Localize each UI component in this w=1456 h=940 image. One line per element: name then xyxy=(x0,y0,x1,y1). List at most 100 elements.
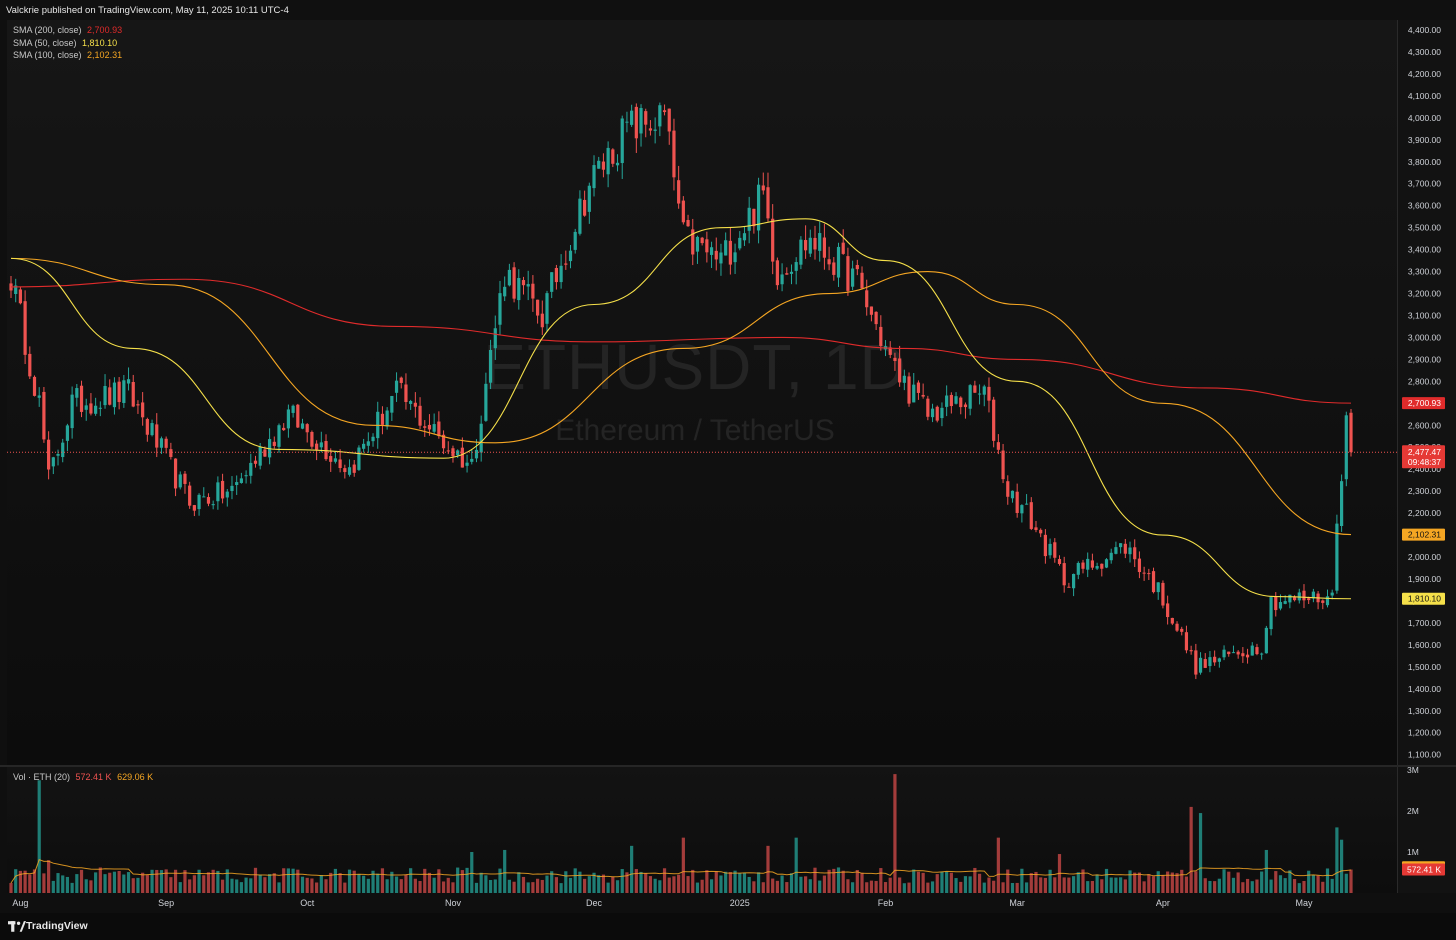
sma-lines xyxy=(10,218,1352,600)
volume-bar xyxy=(982,882,986,893)
candle-body xyxy=(945,395,949,407)
candle-body xyxy=(220,480,225,499)
candle-body xyxy=(587,185,591,212)
volume-bar xyxy=(1231,877,1236,893)
volume-bar xyxy=(1076,872,1080,893)
volume-bar xyxy=(1283,878,1287,893)
candle-body xyxy=(1297,592,1301,601)
volume-bar xyxy=(296,869,300,893)
volume-bar xyxy=(1039,877,1043,893)
candle-body xyxy=(738,237,742,249)
volume-bar xyxy=(446,877,450,893)
volume-bar xyxy=(803,876,808,893)
volume-bar xyxy=(898,877,902,893)
volume-bar xyxy=(202,875,206,893)
pane-separator[interactable] xyxy=(0,765,1456,767)
tradingview-logo-icon[interactable] xyxy=(8,921,26,933)
candle-body xyxy=(771,218,775,262)
volume-bar xyxy=(865,882,869,893)
time-axis[interactable] xyxy=(0,893,1397,913)
candle-body xyxy=(277,425,281,447)
price-tick-label: 4,400.00 xyxy=(1408,25,1441,35)
candle-body xyxy=(535,299,540,316)
volume-bar xyxy=(319,875,323,893)
volume-bar xyxy=(564,871,568,893)
volume-bar xyxy=(136,877,140,893)
candle-body xyxy=(1119,543,1123,548)
watermark-description: Ethereum / TetherUS xyxy=(555,414,835,447)
candle-body xyxy=(785,273,789,275)
price-pane[interactable] xyxy=(7,20,1397,765)
price-badges: 2,700.93 2,102.31 1,810.10 2,477.4709:48:37… xyxy=(1402,397,1445,876)
volume-bar xyxy=(112,871,117,893)
legend-volume-label: Vol · ETH (20) xyxy=(13,772,71,782)
candle-body xyxy=(916,382,921,393)
candle-body xyxy=(1081,562,1085,569)
volume-bar xyxy=(1170,872,1174,893)
volume-bar xyxy=(1043,877,1047,893)
candle-body xyxy=(662,110,667,113)
price-tick-label: 1,300.00 xyxy=(1408,706,1441,716)
volume-bar xyxy=(648,876,653,893)
volume-bar xyxy=(385,879,389,893)
candle-body xyxy=(907,376,911,404)
volume-bar xyxy=(615,880,620,893)
badge-last-price: 2,477.47 xyxy=(1408,447,1441,457)
volume-bar xyxy=(1151,876,1156,893)
volume-bar xyxy=(1137,872,1142,893)
volume-bar xyxy=(1180,869,1184,893)
candle-body xyxy=(1189,650,1193,652)
volume-bar xyxy=(28,874,32,893)
badge-sma100-bg xyxy=(1402,528,1445,541)
candle-body xyxy=(362,443,366,449)
candle-body xyxy=(1015,491,1019,513)
volume-bar xyxy=(977,873,982,893)
volume-bar xyxy=(347,869,352,893)
candle-body xyxy=(808,237,812,254)
volume-bar xyxy=(178,882,182,893)
candle-body xyxy=(385,410,389,427)
volume-bar xyxy=(963,876,968,893)
candle-body xyxy=(258,446,262,466)
volume-bar xyxy=(333,868,338,893)
legend-sma50[interactable]: SMA (50, close) 1,810.10 xyxy=(13,38,117,48)
volume-bar xyxy=(108,872,112,893)
volume-bar xyxy=(573,868,577,893)
candle-body xyxy=(122,380,126,404)
volume-bar xyxy=(423,868,427,893)
candle-body xyxy=(568,250,573,262)
candle-body xyxy=(427,424,432,430)
candle-body xyxy=(973,385,977,393)
legend-volume[interactable]: Vol · ETH (20) 572.41 K 629.06 K xyxy=(13,772,153,782)
volume-bar xyxy=(832,868,836,893)
volume-bar xyxy=(1048,869,1052,893)
volume-bar xyxy=(1123,879,1127,893)
volume-bar xyxy=(921,872,925,893)
price-axis-labels: 1,100.00 1,200.00 1,300.00 1,400.00 1,500.00… xyxy=(1408,25,1441,760)
volume-bar xyxy=(1302,881,1306,893)
candle-body xyxy=(1208,657,1212,667)
legend-sma100[interactable]: SMA (100, close) 2,102.31 xyxy=(13,50,122,60)
volume-bar xyxy=(1307,870,1311,893)
candle-body xyxy=(155,424,159,448)
candle-body xyxy=(37,395,41,398)
volume-ma-line xyxy=(10,859,1352,884)
candle-body xyxy=(61,442,65,458)
candle-body xyxy=(813,237,817,250)
volume-bar xyxy=(376,873,380,893)
sma-200-line xyxy=(10,278,1352,404)
candle-body xyxy=(70,394,74,429)
candle-body xyxy=(564,263,568,265)
price-tick-label: 3,200.00 xyxy=(1408,289,1441,299)
candle-body xyxy=(380,413,385,425)
legend-volume-value2: 629.06 K xyxy=(117,772,154,782)
time-tick-label: Aug xyxy=(12,898,28,908)
volume-bar xyxy=(662,868,667,893)
tradingview-brand[interactable]: TradingView xyxy=(26,920,88,932)
volume-bar xyxy=(1344,873,1348,893)
legend-sma200[interactable]: SMA (200, close) 2,700.93 xyxy=(13,25,122,35)
candle-body xyxy=(940,407,944,419)
candle-body xyxy=(1043,534,1047,557)
volume-bar xyxy=(51,880,55,893)
